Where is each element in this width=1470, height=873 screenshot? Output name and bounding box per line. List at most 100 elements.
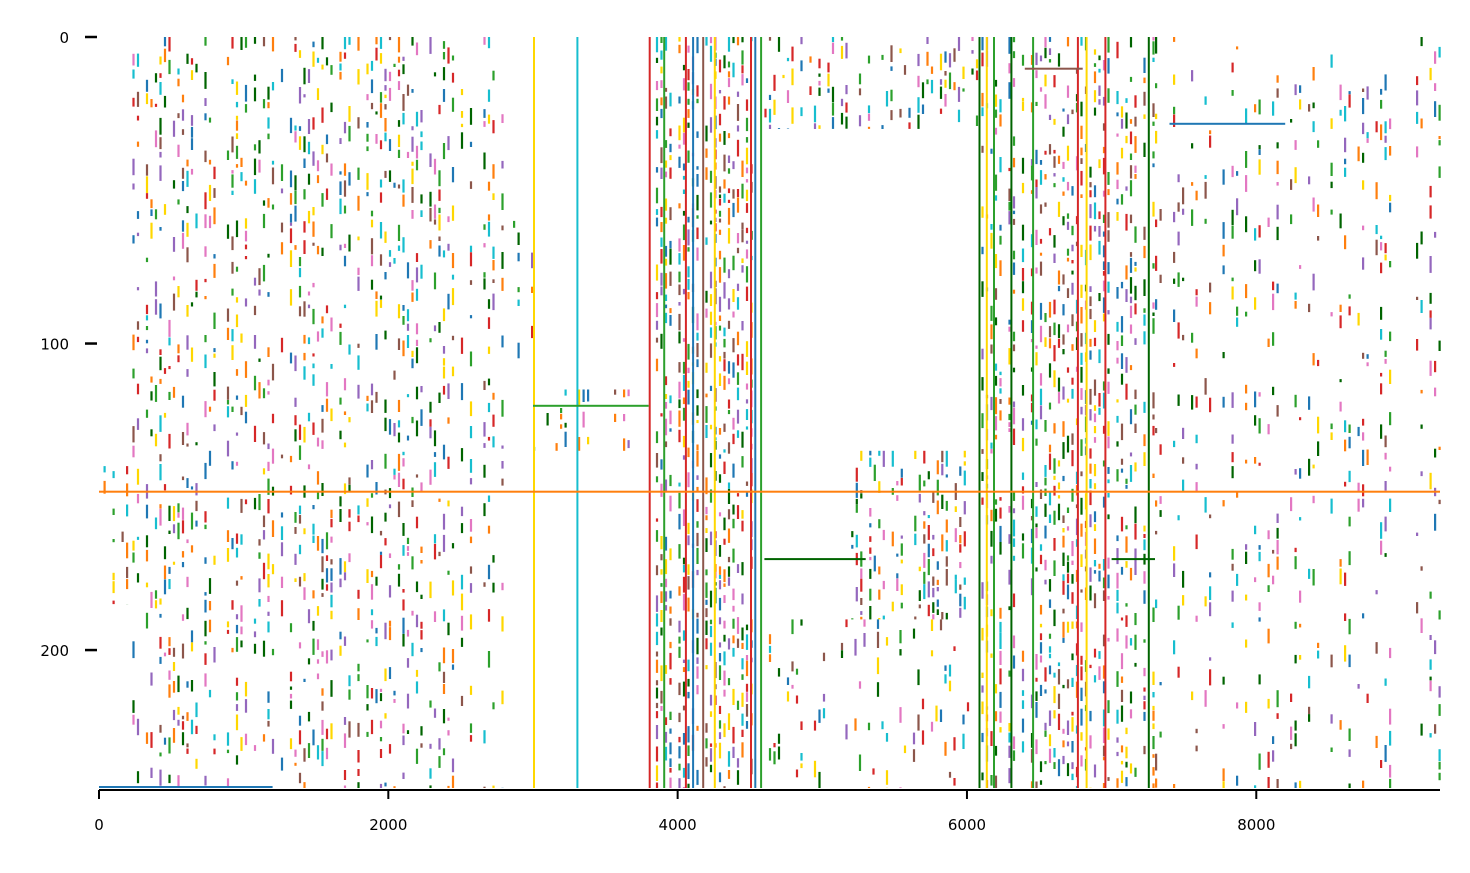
heatmap-cell [728,97,730,105]
heatmap-cell [317,160,319,171]
heatmap-cell [1125,536,1127,552]
heatmap-cell [240,605,242,622]
heatmap-cell [683,706,685,711]
heatmap-cell [231,262,233,274]
heatmap-cell [461,383,463,400]
heatmap-cell [1385,453,1387,460]
heatmap-cell [1254,415,1256,425]
heatmap-cell [923,534,925,543]
heatmap-cell [1232,466,1234,478]
heatmap-cell [1058,714,1060,730]
heatmap-cell [294,398,296,407]
heatmap-cell [186,305,188,317]
heatmap-cell [1107,212,1109,228]
heatmap-cell [1008,428,1010,432]
heatmap-cell [1134,663,1136,667]
heatmap-cell [737,639,739,648]
heatmap-cell [1349,425,1351,434]
heatmap-cell [737,701,739,710]
heatmap-cell [1245,640,1247,648]
heatmap-cell [1380,424,1382,438]
heatmap-cell [443,672,445,683]
heatmap-cell [732,619,734,629]
heatmap-cell [1121,424,1123,441]
heatmap-cell [1062,421,1064,437]
heatmap-cell [438,208,440,213]
heatmap-cell [321,701,323,710]
heatmap-cell [1380,242,1382,250]
heatmap-cell [773,751,775,764]
heatmap-cell [1340,305,1342,312]
heatmap-cell [932,548,934,556]
heatmap-cell [389,262,391,267]
heatmap-cell [299,773,301,783]
heatmap-cell [501,278,503,291]
heatmap-cell [330,650,332,661]
heatmap-cell [236,297,238,302]
heatmap-cell [732,549,734,563]
heatmap-cell [935,706,937,722]
heatmap-cell [146,613,148,629]
heatmap-cell [398,454,400,471]
heatmap-cell [1094,511,1096,522]
heatmap-cell [1071,678,1073,687]
heatmap-cell [851,545,853,549]
heatmap-cell [231,289,233,296]
heatmap-cell [272,520,274,537]
heatmap-cell [1107,514,1109,519]
heatmap-cell [1178,667,1180,678]
heatmap-cell [132,541,134,551]
heatmap-cell [705,738,707,748]
heatmap-cell [470,566,472,573]
heatmap-cell [1173,107,1175,114]
heatmap-cell [1259,225,1261,237]
heatmap-cell [955,528,957,542]
heatmap-cell [1121,706,1123,722]
heatmap-cell [1290,694,1292,702]
heatmap-cell [1062,729,1064,734]
heatmap-cell [687,229,689,245]
heatmap-cell [132,184,134,190]
heatmap-cell [678,430,680,442]
heatmap-cell [1362,257,1364,269]
heatmap-cell [1340,110,1342,116]
heatmap-cell [303,366,305,379]
heatmap-cell [1013,332,1015,342]
heatmap-cell [1308,304,1310,312]
heatmap-cell [1040,406,1042,420]
heatmap-cell [922,82,924,98]
heatmap-cell [1277,205,1279,220]
heatmap-cell [1125,265,1127,279]
heatmap-cell [696,521,698,528]
heatmap-cell [1160,682,1162,685]
heatmap-cell [371,517,373,534]
heatmap-cell [254,619,256,624]
heatmap-cell [380,749,382,758]
heatmap-cell [1022,281,1024,293]
heatmap-cell [213,749,215,755]
heatmap-cell [719,772,721,782]
heatmap-cell [182,732,184,745]
heatmap-cell [1013,219,1015,225]
heatmap-cell [366,522,368,525]
heatmap-cell [290,353,292,364]
heatmap-cell [901,584,903,595]
heatmap-cell [1121,677,1123,683]
heatmap-cell [1295,655,1297,664]
heatmap-cell [1071,110,1073,115]
heatmap-cell [1209,669,1211,685]
heatmap-cell [213,734,215,740]
heatmap-cell [416,112,418,127]
heatmap-cell [1094,483,1096,489]
heatmap-cell [308,464,310,469]
heatmap-cell [281,526,283,540]
heatmap-cell [267,691,269,702]
heatmap-cell [656,632,658,645]
heatmap-cell [1013,51,1015,58]
heatmap-cell [384,623,386,640]
heatmap-cell [173,387,175,398]
heatmap-cell [1268,699,1270,709]
heatmap-cell [995,80,997,87]
heatmap-cell [267,596,269,602]
heatmap-cell [723,651,725,665]
